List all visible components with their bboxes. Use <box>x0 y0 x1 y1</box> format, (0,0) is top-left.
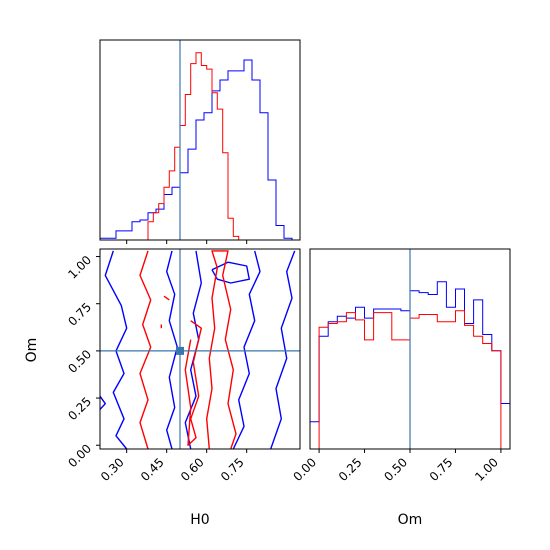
om-hist-x-tick-label: 0.25 <box>336 455 365 484</box>
contour-red-4 <box>184 320 202 446</box>
om-hist-x-tick-label: 1.00 <box>472 455 501 484</box>
joint-y-tick-label: 1.00 <box>65 253 94 282</box>
om-axis-label: Om <box>24 338 40 363</box>
contour-blue-4 <box>232 250 261 450</box>
contour-blue-1 <box>99 395 106 410</box>
contour-blue-0 <box>104 250 128 450</box>
h0-hist-frame <box>99 39 301 241</box>
om-hist-blue-step <box>309 281 511 449</box>
h0-histogram-panel <box>99 39 301 244</box>
om-hist-axis-label: Om <box>398 512 423 528</box>
joint-x-tick-label: 0.60 <box>178 455 207 484</box>
om-hist-frame <box>309 248 511 450</box>
om-hist-x-tick-label: 0.75 <box>427 455 456 484</box>
contour-red-3 <box>206 250 237 450</box>
joint-x-tick-label: 0.75 <box>218 455 247 484</box>
joint-frame <box>99 248 301 450</box>
joint-x-tick-label: 0.45 <box>138 455 167 484</box>
joint-x-tick-label: 0.30 <box>98 455 127 484</box>
joint-contour-panel: 0.30 0.45 0.60 0.75 0.00 0.25 0.50 0.75 1.00 <box>65 248 301 484</box>
contour-red-0 <box>139 250 152 450</box>
joint-y-tick-label: 0.75 <box>65 300 94 329</box>
contour-blue-6 <box>211 261 250 284</box>
contour-blue-2 <box>166 250 178 450</box>
h0-hist-red-step <box>147 52 240 240</box>
joint-y-tick-label: 0.00 <box>65 441 94 470</box>
om-histogram-panel: 0.00 0.25 0.50 0.75 1.00 <box>290 248 511 484</box>
joint-y-tick-label: 0.25 <box>65 394 94 423</box>
contour-red-1 <box>163 295 170 301</box>
om-hist-x-tick-label: 0.50 <box>381 455 410 484</box>
om-hist-x-tick-label: 0.00 <box>290 455 319 484</box>
h0-axis-label: H0 <box>190 512 209 528</box>
truth-marker <box>176 346 184 355</box>
h0-hist-blue-step <box>99 59 300 241</box>
contour-blue-3 <box>184 250 202 450</box>
contour-blue-5 <box>270 250 296 450</box>
joint-y-tick-label: 0.50 <box>65 347 94 376</box>
